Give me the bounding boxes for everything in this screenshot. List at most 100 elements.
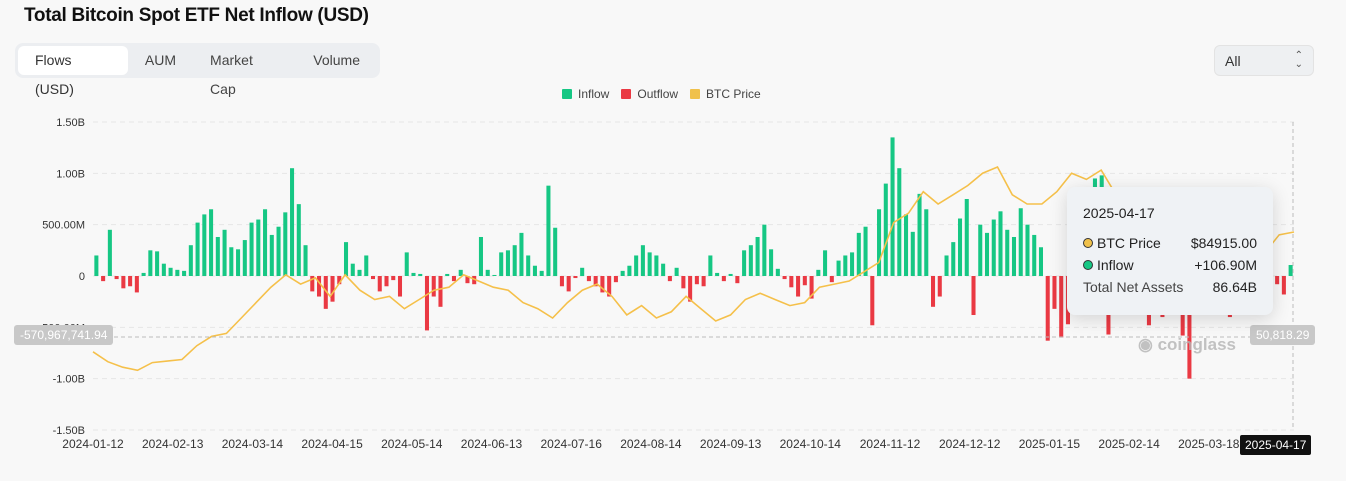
inflow-bar [236, 249, 241, 276]
outflow-bar [688, 276, 693, 302]
legend-btc-price[interactable]: BTC Price [690, 87, 761, 101]
inflow-bar [742, 250, 747, 276]
inflow-bar [897, 168, 902, 276]
inflow-bar [485, 269, 490, 276]
inflow-bar [303, 245, 308, 276]
inflow-bar [182, 270, 187, 276]
inflow-bar [249, 222, 254, 276]
page-title: Total Bitcoin Spot ETF Net Inflow (USD) [24, 5, 369, 26]
inflow-bar [620, 270, 625, 276]
outflow-bar [134, 276, 139, 293]
inflow-bar [343, 242, 349, 276]
inflow-bar [532, 265, 537, 276]
outflow-bar [317, 276, 322, 297]
outflow-bar [310, 276, 315, 292]
outflow-bar [370, 276, 376, 280]
x-tick-label: 2024-03-14 [222, 437, 284, 451]
tooltip-price-label: BTC Price [1097, 235, 1161, 251]
outflow-bar [802, 276, 807, 286]
inflow-bar [526, 255, 531, 276]
inflow-bar [445, 273, 450, 276]
outflow-bar [937, 276, 942, 297]
inflow-bar [350, 263, 355, 276]
outflow-swatch-icon [621, 89, 632, 99]
inflow-bar [856, 232, 861, 276]
inflow-bar [155, 251, 160, 276]
outflow-bar [1281, 276, 1286, 295]
outflow-bar [337, 276, 342, 285]
outflow-bar [573, 276, 578, 279]
inflow-bar [816, 269, 821, 276]
inflow-bar [910, 231, 915, 276]
inflow-bar [823, 250, 828, 276]
outflow-bar [586, 276, 591, 282]
inflow-bar [141, 272, 146, 276]
legend-outflow[interactable]: Outflow [621, 87, 678, 101]
outflow-bar [1059, 276, 1064, 338]
x-tick-label: 2024-09-13 [700, 437, 762, 451]
outflow-bar [667, 276, 672, 282]
inflow-bar [883, 183, 888, 276]
outflow-bar [559, 276, 564, 287]
y-tick-label: 0 [79, 271, 85, 283]
inflow-bar [755, 236, 760, 276]
inflow-bar [708, 255, 713, 276]
inflow-bar [775, 268, 780, 276]
inflow-bar [964, 199, 969, 276]
legend-inflow[interactable]: Inflow [562, 87, 609, 101]
outflow-bar [121, 276, 126, 289]
x-tick-label: 2024-07-16 [541, 437, 603, 451]
inflow-bar [499, 252, 504, 276]
coinglass-watermark: ◉ coinglass [1138, 335, 1236, 354]
outflow-bar [1052, 276, 1057, 309]
inflow-bar [269, 234, 274, 276]
x-tick-label: 2024-12-12 [939, 437, 1001, 451]
inflow-bar [229, 247, 234, 276]
inflow-bar [1038, 247, 1044, 276]
inflow-bar [762, 224, 767, 276]
tooltip-date: 2025-04-17 [1083, 205, 1155, 221]
inflow-bar [836, 260, 841, 276]
inflow-bar [418, 273, 423, 276]
outflow-bar [735, 276, 740, 284]
tooltip-inflow-label: Inflow [1097, 257, 1134, 273]
inflow-bar [263, 209, 268, 276]
inflow-bar [728, 273, 733, 276]
x-tick-label: 2024-02-13 [142, 437, 204, 451]
x-tick-label: 2025-02-14 [1098, 437, 1160, 451]
outflow-bar [870, 276, 875, 326]
tooltip-inflow-value: +106.90M [1194, 257, 1257, 273]
tab-aum[interactable]: AUM [144, 52, 177, 68]
inflow-bar [850, 252, 855, 276]
chevron-updown-icon: ⌃ ⌄ [1294, 50, 1303, 70]
outflow-bar [701, 276, 706, 287]
inflow-bar [984, 232, 990, 276]
outflow-bar [809, 276, 814, 299]
tab-flows[interactable]: Flows (USD) [18, 46, 128, 97]
tab-volume[interactable]: Volume [313, 52, 360, 68]
inflow-bar [890, 137, 895, 276]
outflow-bar [593, 276, 598, 287]
tab-market-cap[interactable]: Market Cap [210, 52, 253, 97]
inflow-bar [276, 226, 281, 276]
outflow-bar [600, 276, 605, 293]
inflow-bar [843, 255, 848, 276]
inflow-bar [863, 226, 868, 276]
inflow-bar [256, 219, 261, 276]
inflow-bar [458, 269, 463, 276]
range-select-value: All [1225, 53, 1241, 69]
y-tick-label: 1.50B [56, 117, 85, 129]
range-select[interactable]: All ⌃ ⌄ [1214, 45, 1314, 76]
x-tick-label: 2024-08-14 [620, 437, 682, 451]
inflow-bar [242, 240, 247, 276]
inflow-bar [998, 211, 1003, 276]
y-tick-label: 500.00M [42, 220, 85, 232]
outflow-bar [1275, 276, 1280, 285]
watermark-text: coinglass [1157, 335, 1236, 354]
x-tick-label: 2024-10-14 [780, 437, 842, 451]
tooltip: 2025-04-17 BTC Price $84915.00 Inflow +106… [1067, 187, 1273, 315]
inflow-bar [924, 209, 929, 276]
inflow-bar [411, 272, 416, 276]
y-tick-label: 1.00B [56, 168, 85, 180]
inflow-bar [904, 214, 909, 276]
